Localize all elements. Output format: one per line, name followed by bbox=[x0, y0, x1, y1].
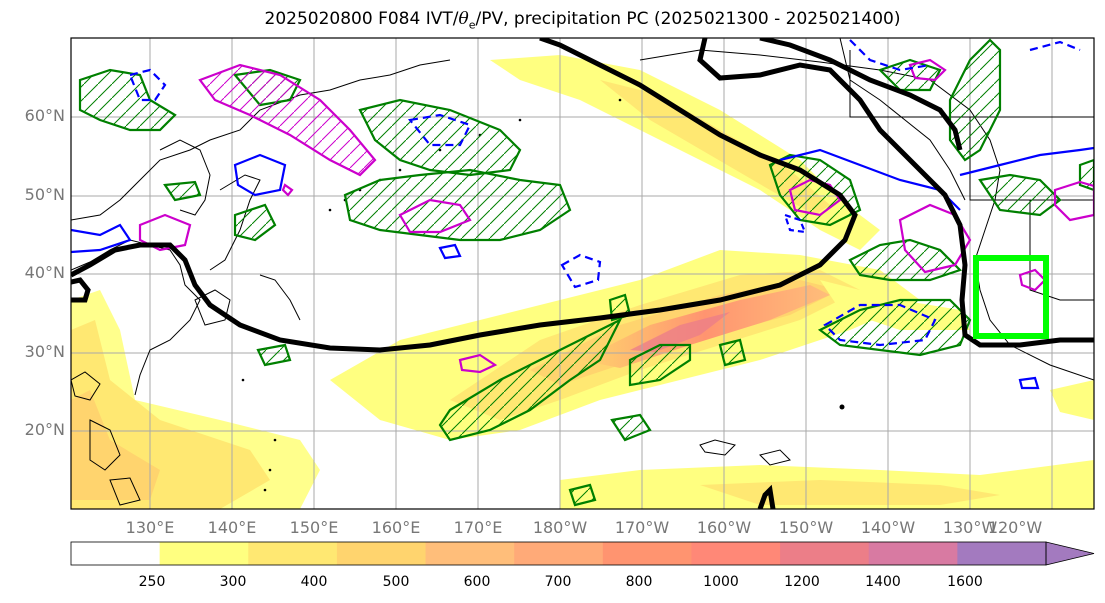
pv-negative-contours bbox=[138, 58, 1094, 374]
map-title: 2025020800 F084 IVT/θe/PV, precipitation… bbox=[0, 9, 1105, 31]
colorbar-segment bbox=[868, 542, 958, 565]
region-highlight-box bbox=[973, 255, 1049, 339]
colorbar-tick: 250 bbox=[138, 574, 166, 590]
lon-label-130w: 130°W bbox=[942, 518, 998, 537]
colorbar-tick: 600 bbox=[463, 574, 491, 590]
lon-label-170w: 170°W bbox=[614, 518, 670, 537]
title-prefix: 2025020800 F084 IVT/ bbox=[264, 9, 459, 29]
lat-label-50n: 50°N bbox=[24, 185, 65, 204]
colorbar-tick: 500 bbox=[382, 574, 410, 590]
pv-positive-contours bbox=[71, 39, 1094, 390]
colorbar-tick: 1000 bbox=[703, 574, 739, 590]
colorbar-segment bbox=[514, 542, 604, 565]
colorbar-segment bbox=[159, 542, 249, 565]
lon-label-130e: 130°E bbox=[125, 518, 175, 537]
lon-label-150e: 150°E bbox=[289, 518, 339, 537]
colorbar-segment bbox=[780, 542, 870, 565]
colorbar-tick: 1400 bbox=[865, 574, 901, 590]
colorbar-segment bbox=[336, 542, 427, 565]
map-plot-area bbox=[71, 38, 1094, 509]
colorbar-tick: 300 bbox=[219, 574, 247, 590]
title-theta: θ bbox=[458, 9, 469, 29]
colorbar-segment bbox=[957, 542, 1047, 565]
map-frame bbox=[70, 37, 1095, 510]
lat-label-40n: 40°N bbox=[24, 263, 65, 282]
lon-label-150w: 150°W bbox=[778, 518, 834, 537]
lat-label-30n: 30°N bbox=[24, 342, 65, 361]
theta-e-contour bbox=[71, 38, 1094, 509]
lon-label-140e: 140°E bbox=[207, 518, 257, 537]
colorbar-tick: 1200 bbox=[784, 574, 820, 590]
colorbar-segment bbox=[248, 542, 338, 565]
lon-label-140w: 140°W bbox=[860, 518, 916, 537]
title-suffix: /PV, precipitation PC (2025021300 - 2025… bbox=[475, 9, 901, 29]
lat-label-20n: 20°N bbox=[24, 420, 65, 439]
colorbar-tick: 800 bbox=[625, 574, 653, 590]
colorbar-tick: 700 bbox=[544, 574, 572, 590]
lon-label-160w: 160°W bbox=[696, 518, 752, 537]
colorbar-tick: 1600 bbox=[947, 574, 983, 590]
lat-label-60n: 60°N bbox=[24, 106, 65, 125]
colorbar-tick: 400 bbox=[300, 574, 328, 590]
colorbar-segment bbox=[71, 542, 161, 565]
lon-label-160e: 160°E bbox=[371, 518, 421, 537]
lon-label-170e: 170°E bbox=[453, 518, 503, 537]
lon-label-180w: 180°W bbox=[532, 518, 588, 537]
colorbar-segment bbox=[425, 542, 515, 565]
colorbar-extend-arrow bbox=[1045, 541, 1095, 566]
colorbar-segment bbox=[602, 542, 692, 565]
colorbar bbox=[70, 541, 1095, 566]
lon-label-120w: 120°W bbox=[987, 518, 1043, 537]
title-subscript: e bbox=[468, 18, 476, 32]
colorbar-frame bbox=[70, 541, 1047, 566]
colorbar-segment bbox=[691, 542, 781, 565]
